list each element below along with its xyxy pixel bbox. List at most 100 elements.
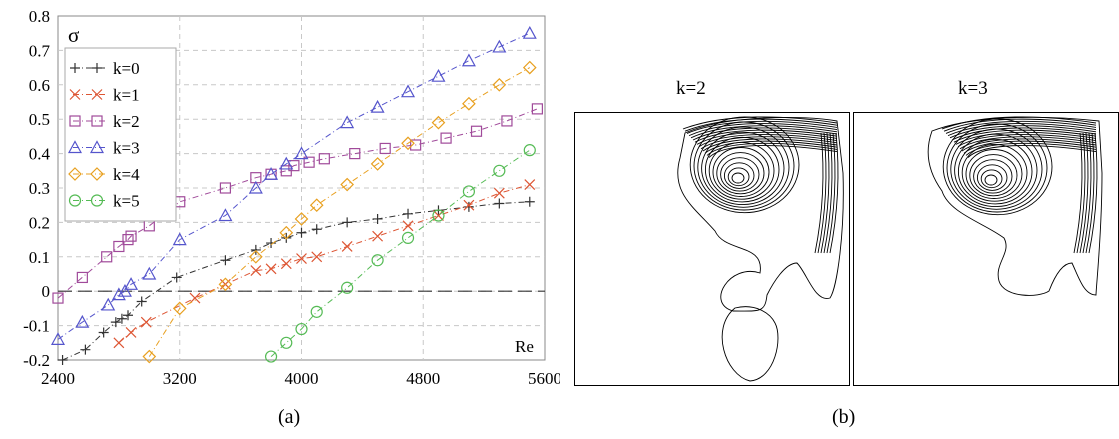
data-point-k=4 bbox=[172, 301, 187, 316]
data-point-k=1 bbox=[311, 251, 323, 263]
legend-marker bbox=[90, 167, 104, 181]
data-point-k=0 bbox=[463, 201, 474, 212]
contour-panel-k2 bbox=[574, 112, 850, 386]
y-axis-label: σ bbox=[68, 23, 79, 47]
y-tick-label: 0.8 bbox=[29, 7, 50, 26]
data-point-k=5 bbox=[310, 305, 323, 318]
data-point-k=2 bbox=[318, 153, 330, 165]
data-point-k=3 bbox=[75, 314, 90, 328]
contour-band bbox=[965, 142, 1097, 156]
legend-label: k=2 bbox=[113, 112, 140, 131]
contour-outer bbox=[927, 116, 1103, 296]
contour-ring bbox=[727, 167, 750, 187]
contour-band bbox=[959, 136, 1097, 150]
legend-label: k=3 bbox=[113, 139, 140, 158]
data-point-k=2 bbox=[303, 156, 315, 168]
y-tick-label: 0.6 bbox=[29, 76, 50, 95]
data-point-k=3 bbox=[124, 277, 139, 290]
contour-streak bbox=[826, 132, 836, 254]
contour-band bbox=[943, 118, 1097, 132]
data-point-k=0 bbox=[123, 310, 134, 321]
data-point-k=0 bbox=[220, 255, 231, 266]
contour-band bbox=[951, 127, 1097, 141]
contour-ring bbox=[946, 123, 1048, 213]
legend-marker bbox=[69, 89, 81, 100]
x-tick-label: 4000 bbox=[285, 369, 319, 388]
legend-marker bbox=[68, 167, 82, 181]
contour-streak bbox=[1088, 132, 1098, 254]
data-point-k=3 bbox=[142, 266, 157, 280]
contour-ring bbox=[969, 154, 1018, 197]
contour-ring bbox=[712, 147, 770, 197]
y-tick-label: 0.4 bbox=[29, 145, 51, 164]
data-point-k=4 bbox=[522, 60, 537, 75]
data-point-k=1 bbox=[113, 337, 125, 349]
legend-marker bbox=[92, 63, 102, 73]
data-point-k=2 bbox=[470, 125, 483, 137]
data-point-k=2 bbox=[379, 142, 391, 155]
contour-ring bbox=[965, 149, 1023, 199]
legend-marker bbox=[91, 89, 103, 100]
data-point-k=4 bbox=[309, 198, 324, 213]
data-point-k=1 bbox=[341, 241, 353, 252]
data-point-k=2 bbox=[501, 115, 513, 127]
contour-band bbox=[694, 129, 838, 143]
data-point-k=0 bbox=[110, 317, 121, 328]
data-point-k=0 bbox=[171, 272, 182, 283]
legend-marker bbox=[89, 140, 105, 154]
data-point-k=1 bbox=[280, 258, 292, 270]
data-point-k=3 bbox=[431, 68, 446, 82]
data-point-k=1 bbox=[265, 263, 277, 275]
contour-panel-k3 bbox=[853, 112, 1119, 386]
y-tick-label: -0.2 bbox=[23, 351, 50, 370]
data-point-k=3 bbox=[294, 146, 309, 160]
contour-streak bbox=[820, 132, 830, 254]
data-point-k=0 bbox=[116, 313, 127, 324]
x-tick-label: 3200 bbox=[163, 369, 197, 388]
data-point-k=2 bbox=[288, 160, 300, 172]
data-point-k=1 bbox=[296, 253, 307, 264]
data-point-k=2 bbox=[440, 132, 452, 144]
data-point-k=0 bbox=[80, 344, 91, 355]
data-point-k=4 bbox=[248, 249, 263, 264]
legend-label: k=5 bbox=[113, 192, 140, 211]
contour-ring bbox=[701, 131, 785, 206]
data-point-k=5 bbox=[371, 254, 384, 267]
y-tick-label: 0.3 bbox=[29, 179, 50, 198]
data-point-k=0 bbox=[57, 355, 68, 365]
contour-band bbox=[684, 118, 838, 132]
contour-ring bbox=[961, 143, 1028, 202]
data-point-k=1 bbox=[402, 220, 414, 232]
panel-title-k3: k=3 bbox=[958, 78, 988, 99]
legend-box bbox=[64, 47, 177, 222]
data-point-k=4 bbox=[340, 177, 355, 192]
data-point-k=1 bbox=[372, 230, 384, 242]
data-point-k=5 bbox=[493, 164, 506, 177]
data-point-k=3 bbox=[117, 283, 132, 297]
x-tick-label: 2400 bbox=[41, 369, 75, 388]
data-point-k=4 bbox=[431, 115, 446, 130]
data-point-k=2 bbox=[410, 139, 422, 151]
contour-ring bbox=[731, 172, 745, 184]
contour-streak bbox=[1073, 132, 1083, 254]
contour-streak bbox=[1082, 132, 1092, 254]
contour-band bbox=[945, 120, 1097, 134]
legend-marker bbox=[69, 115, 81, 127]
data-point-k=0 bbox=[296, 227, 307, 238]
legend-marker bbox=[91, 115, 103, 127]
legend-marker bbox=[90, 194, 104, 207]
contour-ring bbox=[723, 162, 755, 189]
contour-band bbox=[708, 145, 838, 158]
data-point-k=3 bbox=[401, 84, 416, 98]
data-point-k=1 bbox=[140, 316, 152, 328]
contour-streak bbox=[823, 132, 833, 254]
stability-plot: -0.2 -0.1 0 0.1 0.2 0.3 0.4 0.5 0.6 0.7 0.8 2400 320… bbox=[23, 7, 560, 388]
contour-band bbox=[692, 127, 838, 141]
contour-streak bbox=[829, 132, 839, 254]
data-point-k=1 bbox=[493, 187, 505, 199]
data-point-k=4 bbox=[401, 136, 415, 151]
contour-band bbox=[953, 129, 1097, 143]
contour-ring bbox=[697, 126, 790, 208]
data-point-k=2 bbox=[76, 271, 88, 284]
y-tick-label: 0.1 bbox=[29, 248, 50, 267]
